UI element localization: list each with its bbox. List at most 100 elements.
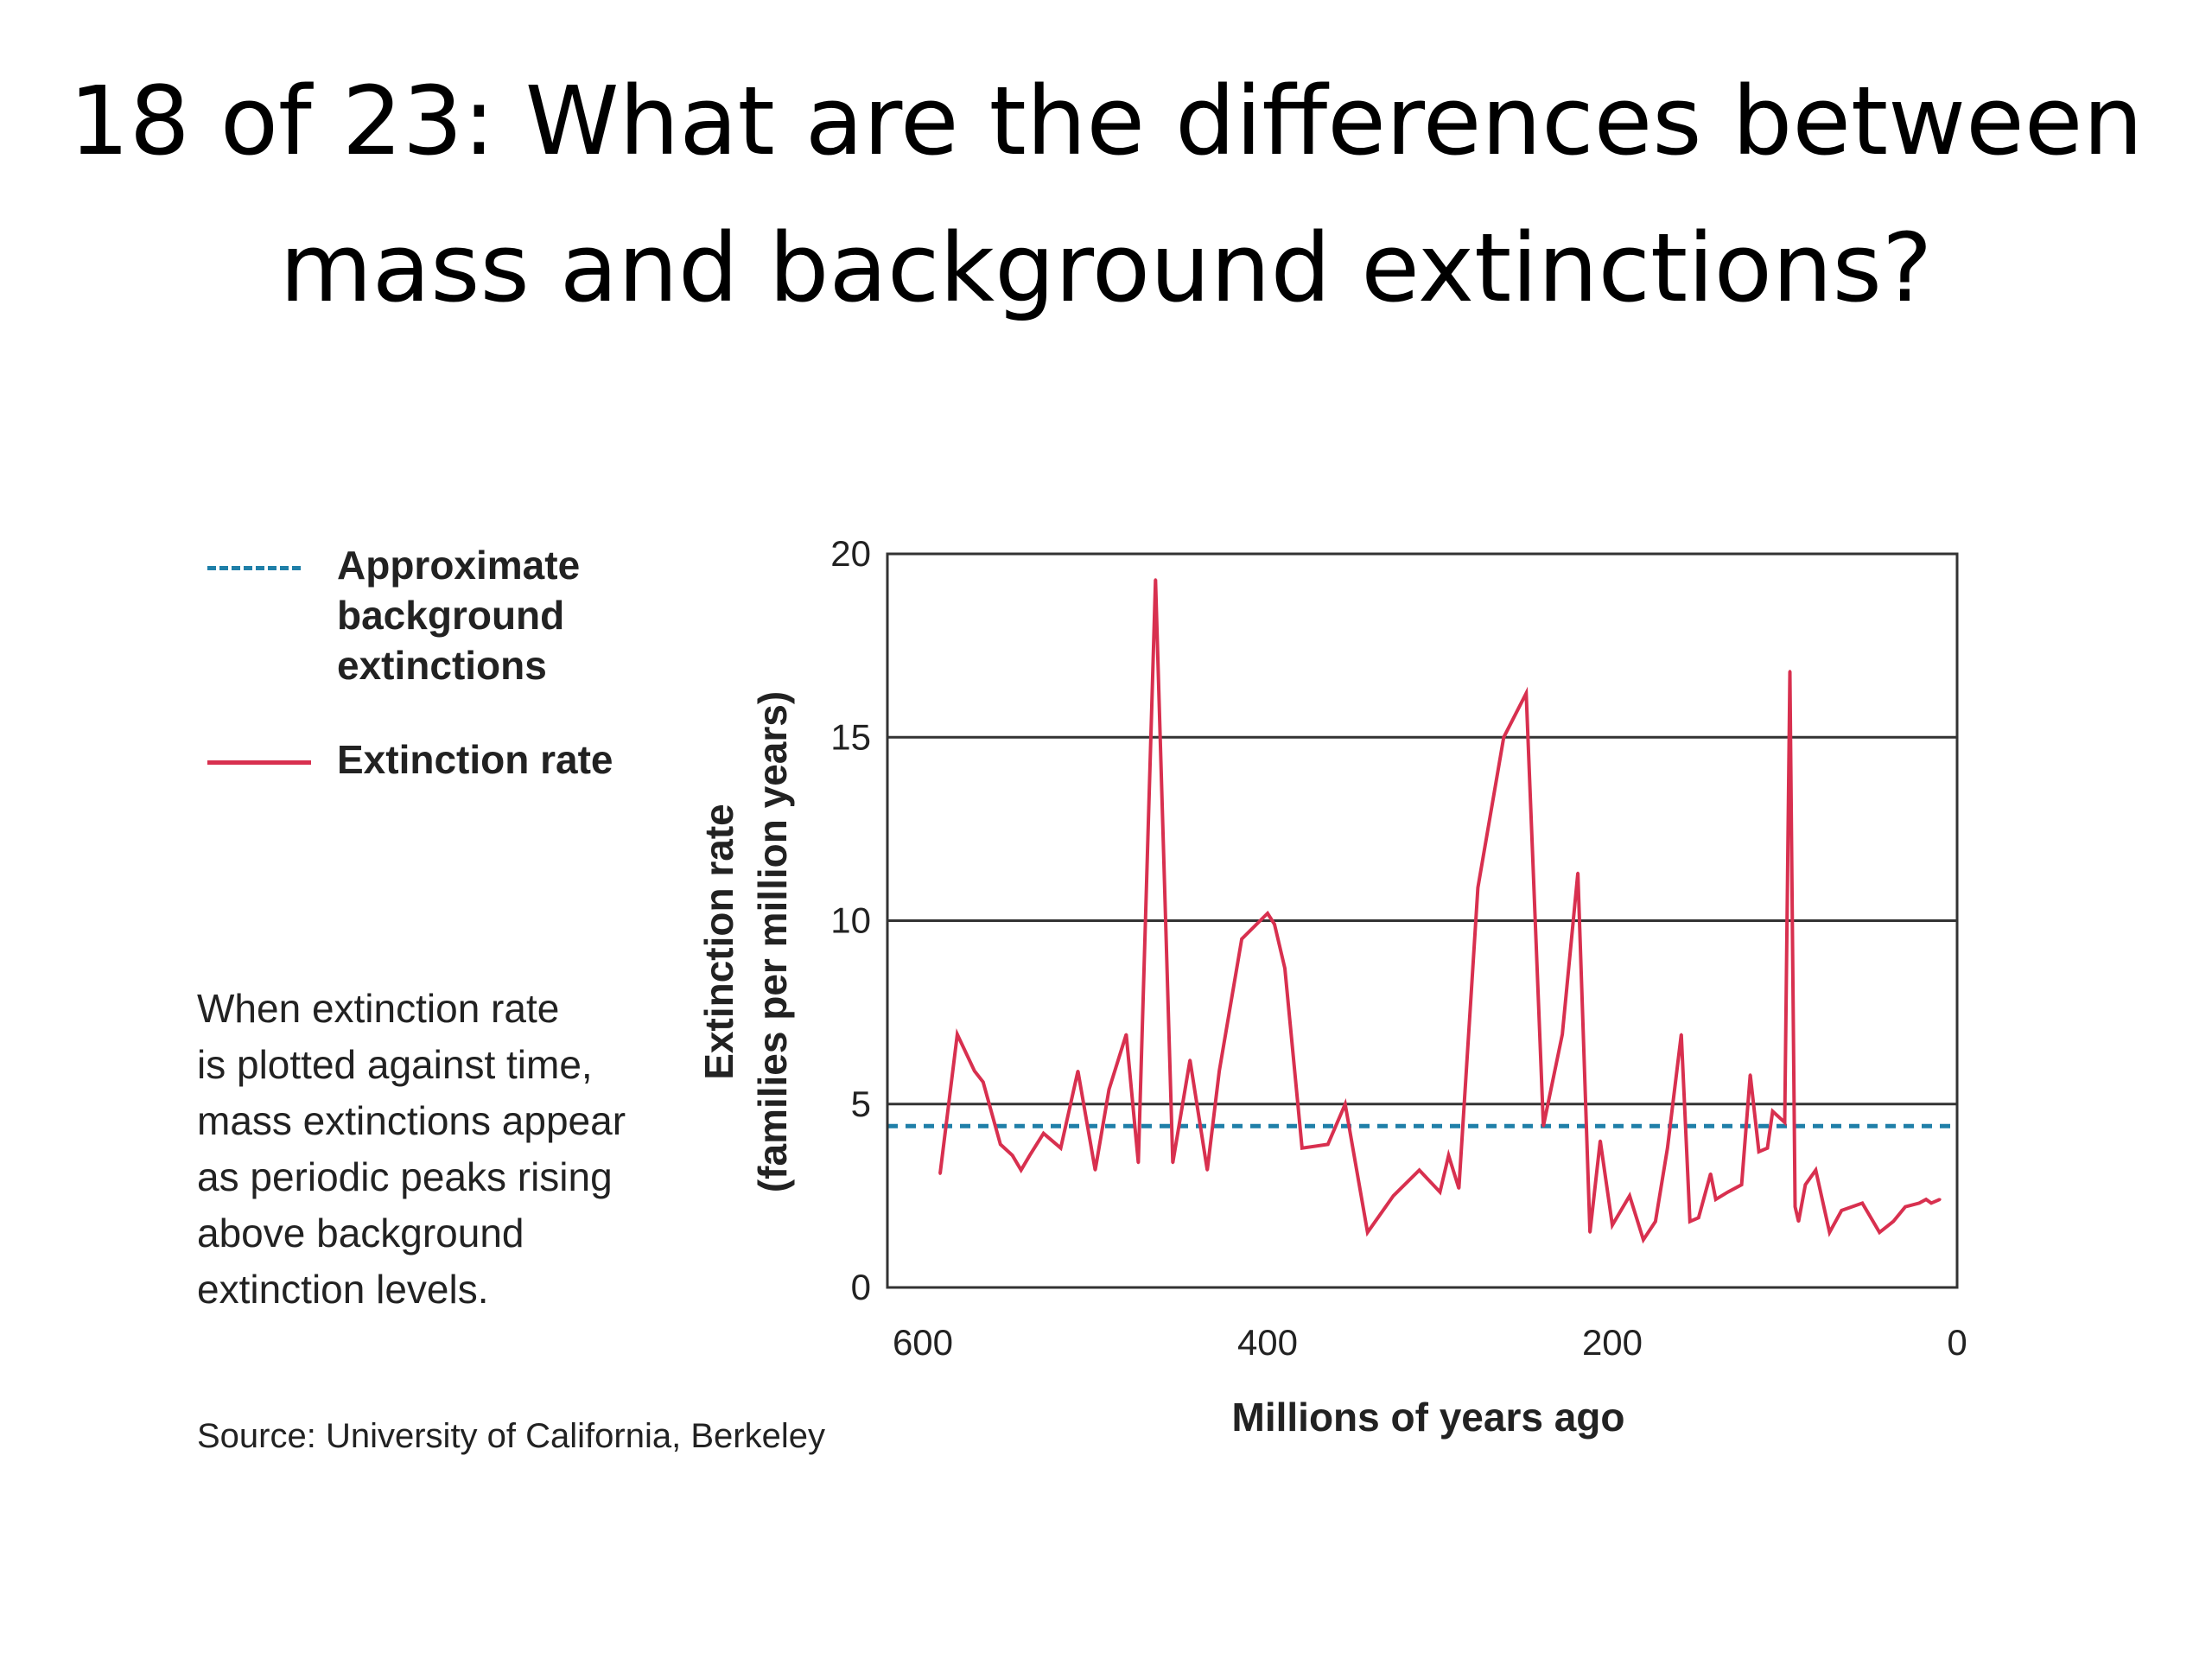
data-point [1283, 967, 1287, 970]
y-tick-label-15: 15 [830, 716, 871, 757]
data-point [1860, 1201, 1864, 1205]
x-tick-label-600: 600 [893, 1322, 953, 1363]
y-tick-label-0: 0 [851, 1267, 871, 1307]
data-point [1771, 1109, 1774, 1113]
data-point [1094, 1168, 1096, 1172]
data-point [1217, 1070, 1221, 1072]
data-point [956, 1033, 959, 1036]
series-line-0 [938, 579, 1941, 1244]
plot-frame [886, 552, 1959, 1289]
data-point [1439, 1191, 1441, 1194]
data-point [1300, 1147, 1304, 1150]
data-point [1392, 1194, 1395, 1198]
data-point [1740, 1183, 1744, 1186]
data-point [1171, 1161, 1174, 1165]
data-point [1904, 1205, 1907, 1209]
x-axis-title: Millions of years ago [1232, 1395, 1625, 1440]
data-point [1560, 1033, 1564, 1036]
data-point [1541, 1124, 1545, 1128]
data-point [1628, 1194, 1631, 1198]
caption-line: When extinction rate [197, 986, 560, 1031]
data-point [1418, 1168, 1421, 1172]
data-point [1588, 1230, 1592, 1234]
caption-line: extinction levels. [197, 1267, 489, 1312]
data-point [1814, 1168, 1817, 1172]
data-point [1188, 1058, 1192, 1062]
legend-label-background-3: extinctions [337, 643, 547, 688]
y-tick-label-5: 5 [851, 1084, 871, 1124]
data-point [1709, 1172, 1713, 1175]
x-tick-label-200: 200 [1582, 1322, 1643, 1363]
data-point [1366, 1230, 1370, 1234]
data-point [1136, 1161, 1140, 1165]
y-tick-label-20: 20 [830, 533, 871, 574]
data-point [1642, 1238, 1645, 1242]
title-line-1: 18 of 23: What are the differences betwe… [68, 66, 2144, 176]
data-point [1154, 578, 1157, 582]
legend-label-background-1: Approximate [337, 543, 581, 588]
data-point [1457, 1186, 1460, 1190]
caption-line: mass extinctions appear [197, 1098, 626, 1143]
title-line-2: mass and background extinctions? [279, 213, 1933, 323]
caption-line: is plotted against time, [197, 1042, 593, 1087]
data-point [1783, 1121, 1786, 1124]
data-point [973, 1070, 976, 1072]
legend-label-background-2: background [337, 593, 565, 638]
data-point [1344, 1103, 1347, 1106]
data-point [1273, 923, 1276, 926]
data-point [1891, 1220, 1895, 1224]
data-point [1714, 1198, 1718, 1201]
data-point [1059, 1147, 1063, 1150]
data-point [1878, 1230, 1881, 1234]
data-point [1938, 1198, 1942, 1201]
data-point [1205, 1168, 1209, 1172]
data-point [1789, 670, 1791, 673]
data-point [1020, 1168, 1023, 1172]
data-point [999, 1142, 1002, 1146]
data-point [1654, 1220, 1657, 1224]
data-point [1576, 871, 1580, 874]
x-tick-label-0: 0 [1947, 1322, 1967, 1363]
data-point [1924, 1198, 1928, 1201]
data-point [1758, 1150, 1761, 1154]
data-point [1680, 1033, 1683, 1036]
caption-line: as periodic peaks rising [197, 1154, 613, 1199]
data-point [1697, 1216, 1700, 1219]
y-axis-title-line-2: (families per million years) [750, 691, 795, 1192]
data-point [1827, 1230, 1831, 1234]
data-point [1326, 1142, 1330, 1146]
source-note: Source: University of California, Berkel… [197, 1417, 825, 1455]
data-point [1266, 912, 1269, 915]
data-point [1524, 691, 1528, 695]
data-point [1502, 735, 1505, 739]
data-point [1124, 1033, 1128, 1036]
data-point [1803, 1183, 1807, 1186]
data-point [1797, 1220, 1800, 1224]
data-point [1840, 1209, 1843, 1212]
y-tick-label-10: 10 [830, 900, 871, 941]
data-point [938, 1172, 942, 1175]
data-point [1108, 1088, 1110, 1091]
data-point [1011, 1154, 1014, 1157]
data-point [982, 1080, 985, 1084]
data-point [1688, 1220, 1692, 1224]
data-point [1042, 1132, 1046, 1135]
legend-swatch-dashed [207, 566, 301, 570]
data-point [1726, 1191, 1730, 1194]
caption-line: above background [197, 1211, 524, 1255]
data-point [1749, 1073, 1752, 1077]
data-point [1929, 1201, 1933, 1205]
data-point [1766, 1147, 1769, 1150]
legend-label-rate: Extinction rate [337, 737, 613, 782]
legend-swatch-solid [207, 760, 311, 765]
data-point [1611, 1224, 1614, 1227]
slide-title: 18 of 23: What are the differences betwe… [0, 48, 2212, 341]
data-point [1028, 1154, 1032, 1157]
data-point [1476, 886, 1479, 889]
x-tick-label-400: 400 [1237, 1322, 1298, 1363]
data-point [1917, 1201, 1921, 1205]
data-point [1077, 1070, 1079, 1072]
data-point [1599, 1139, 1602, 1142]
chart-caption: When extinction rate is plotted against … [197, 981, 715, 1318]
data-point [1794, 1205, 1796, 1209]
